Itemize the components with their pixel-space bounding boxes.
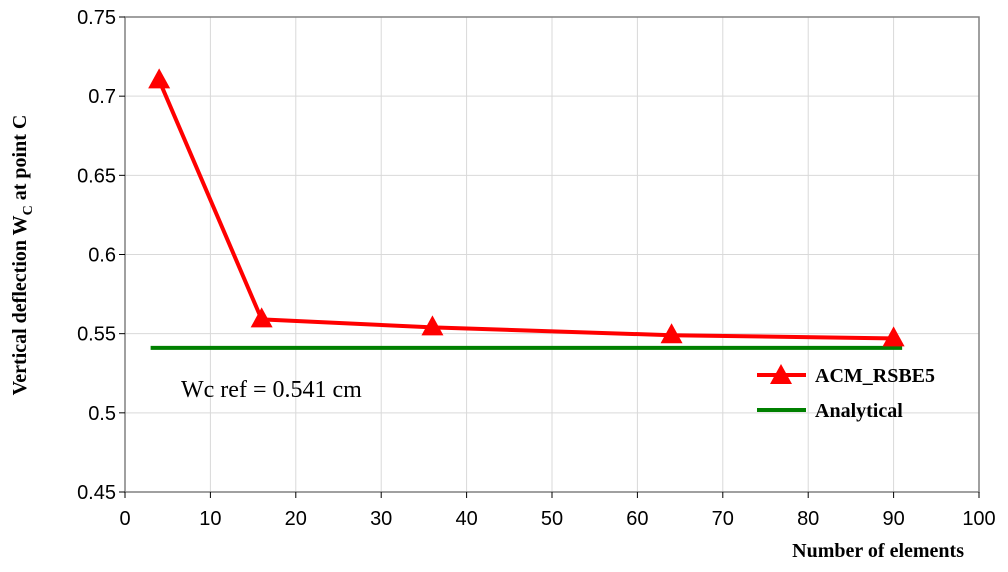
x-tick-label: 50: [541, 508, 563, 530]
legend-item-acm-rsbe5: ACM_RSBE5: [757, 364, 935, 387]
x-tick-label: 20: [285, 508, 307, 530]
x-tick-label: 30: [370, 508, 392, 530]
data-point-acm-rsbe5: [421, 315, 444, 336]
x-tick-label: 100: [962, 508, 995, 530]
y-tick-label: 0.55: [77, 324, 116, 346]
series-layer: [148, 68, 905, 350]
data-point-acm-rsbe5: [148, 68, 171, 89]
x-tick-label: 60: [626, 508, 648, 530]
y-axis-title: Vertical deflection WC at point C: [9, 115, 36, 396]
y-axis-title-tail: at point C: [9, 115, 31, 206]
data-point-acm-rsbe5: [660, 323, 683, 344]
y-axis-title-main: Vertical deflection W: [9, 215, 31, 395]
legend-item-analytical: Analytical: [757, 400, 903, 422]
x-tick-label: 70: [712, 508, 734, 530]
axis-ticks: 0 10 20 30 40 50 60 70 80 90 100 0.45 0.5 0.55 0.6 0.65…: [77, 7, 996, 530]
y-tick-label: 0.75: [77, 7, 116, 29]
x-tick-label: 10: [199, 508, 221, 530]
y-tick-label: 0.7: [88, 86, 116, 108]
y-tick-label: 0.65: [77, 165, 116, 187]
legend: ACM_RSBE5 Analytical: [757, 364, 935, 422]
series-line-acm-rsbe5: [157, 79, 894, 341]
y-tick-label: 0.45: [77, 482, 116, 504]
legend-label-analytical: Analytical: [815, 400, 903, 422]
x-axis-title: Number of elements: [792, 540, 964, 562]
reference-annotation: Wc ref = 0.541 cm: [181, 377, 362, 403]
x-tick-label: 40: [455, 508, 477, 530]
grid-lines: [125, 17, 979, 492]
x-tick-label: 90: [882, 508, 904, 530]
legend-label-acm-rsbe5: ACM_RSBE5: [815, 365, 935, 387]
legend-marker-acm-rsbe5: [770, 364, 792, 384]
y-tick-label: 0.6: [88, 245, 116, 267]
y-axis-title-sub: C: [21, 205, 36, 215]
x-tick-label: 80: [797, 508, 819, 530]
x-tick-label: 0: [119, 508, 130, 530]
data-point-acm-rsbe5: [250, 307, 273, 328]
data-point-acm-rsbe5: [882, 326, 905, 347]
y-tick-label: 0.5: [88, 403, 116, 425]
